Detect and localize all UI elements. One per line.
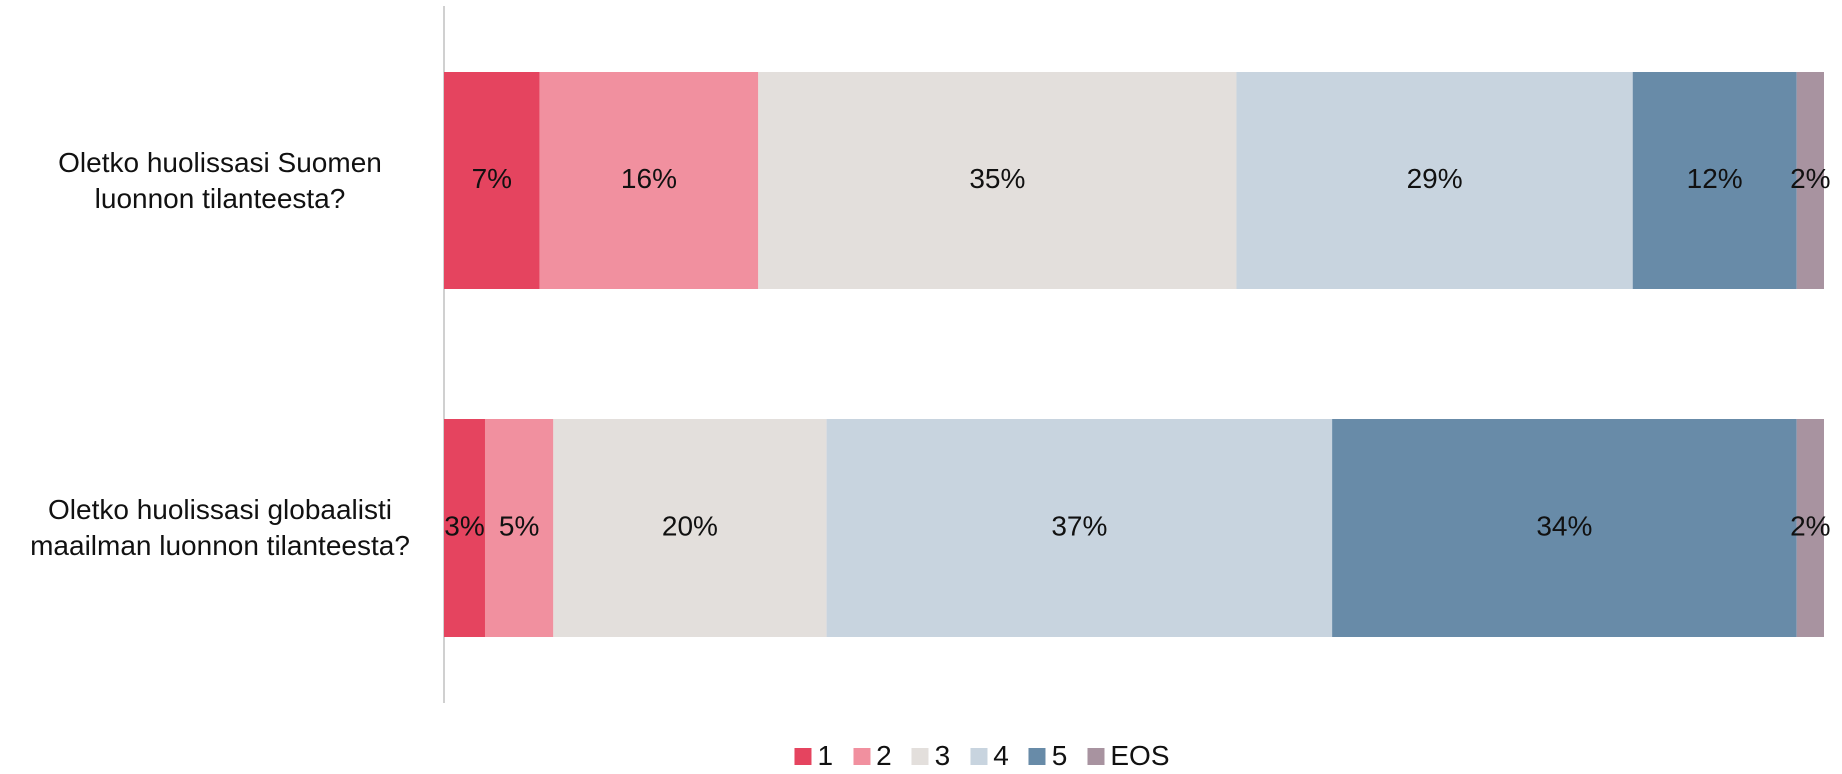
- bar-segment: [444, 419, 485, 637]
- legend: 1 2 3 4 5 EOS: [794, 740, 1170, 772]
- legend-swatch: [794, 747, 812, 765]
- data-label: 12%: [1687, 163, 1743, 194]
- legend-item: 1: [794, 740, 833, 772]
- bar-segment: [1332, 419, 1797, 637]
- data-label: 7%: [472, 163, 512, 194]
- legend-label: 1: [817, 740, 834, 771]
- bar-segment: [539, 72, 759, 289]
- legend-label: 3: [934, 740, 951, 771]
- data-label: 16%: [621, 163, 677, 194]
- data-label: 2%: [1790, 163, 1830, 194]
- bar-segment: [1796, 419, 1824, 637]
- legend-swatch: [853, 747, 871, 765]
- data-label: 20%: [662, 510, 718, 541]
- legend-swatch: [911, 747, 929, 765]
- category-label: Oletko huolissasi Suomen luonnon tilante…: [58, 146, 382, 214]
- legend-item: 3: [911, 740, 951, 772]
- data-label: 34%: [1536, 510, 1592, 541]
- bar-segment: [1796, 72, 1824, 289]
- legend-label: 4: [993, 740, 1009, 771]
- legend-item: 2: [853, 740, 892, 772]
- legend-swatch: [1028, 747, 1046, 765]
- legend-label: 2: [876, 740, 892, 771]
- bar-segment: [553, 419, 827, 637]
- bar-segment: [758, 72, 1237, 289]
- bar-segment: [1236, 72, 1633, 289]
- data-label: 35%: [969, 163, 1025, 194]
- legend-label: 5: [1051, 740, 1068, 771]
- legend-swatch: [970, 747, 988, 765]
- bar-segment: [826, 419, 1333, 637]
- category-label: Oletko huolissasi globaalisti maailman l…: [30, 494, 410, 561]
- legend-item: EOS: [1087, 740, 1170, 772]
- data-label: 3%: [444, 510, 484, 541]
- legend-item: 5: [1028, 740, 1068, 772]
- legend-item: 4: [970, 740, 1009, 772]
- bar-segment: [484, 419, 554, 637]
- data-label: 29%: [1407, 163, 1463, 194]
- data-label: 37%: [1051, 510, 1107, 541]
- data-label: 2%: [1790, 510, 1830, 541]
- bar-segment: [444, 72, 540, 289]
- data-label: 5%: [499, 510, 539, 541]
- legend-swatch: [1087, 747, 1105, 765]
- legend-label: EOS: [1110, 740, 1170, 771]
- bar-segment: [1632, 72, 1797, 289]
